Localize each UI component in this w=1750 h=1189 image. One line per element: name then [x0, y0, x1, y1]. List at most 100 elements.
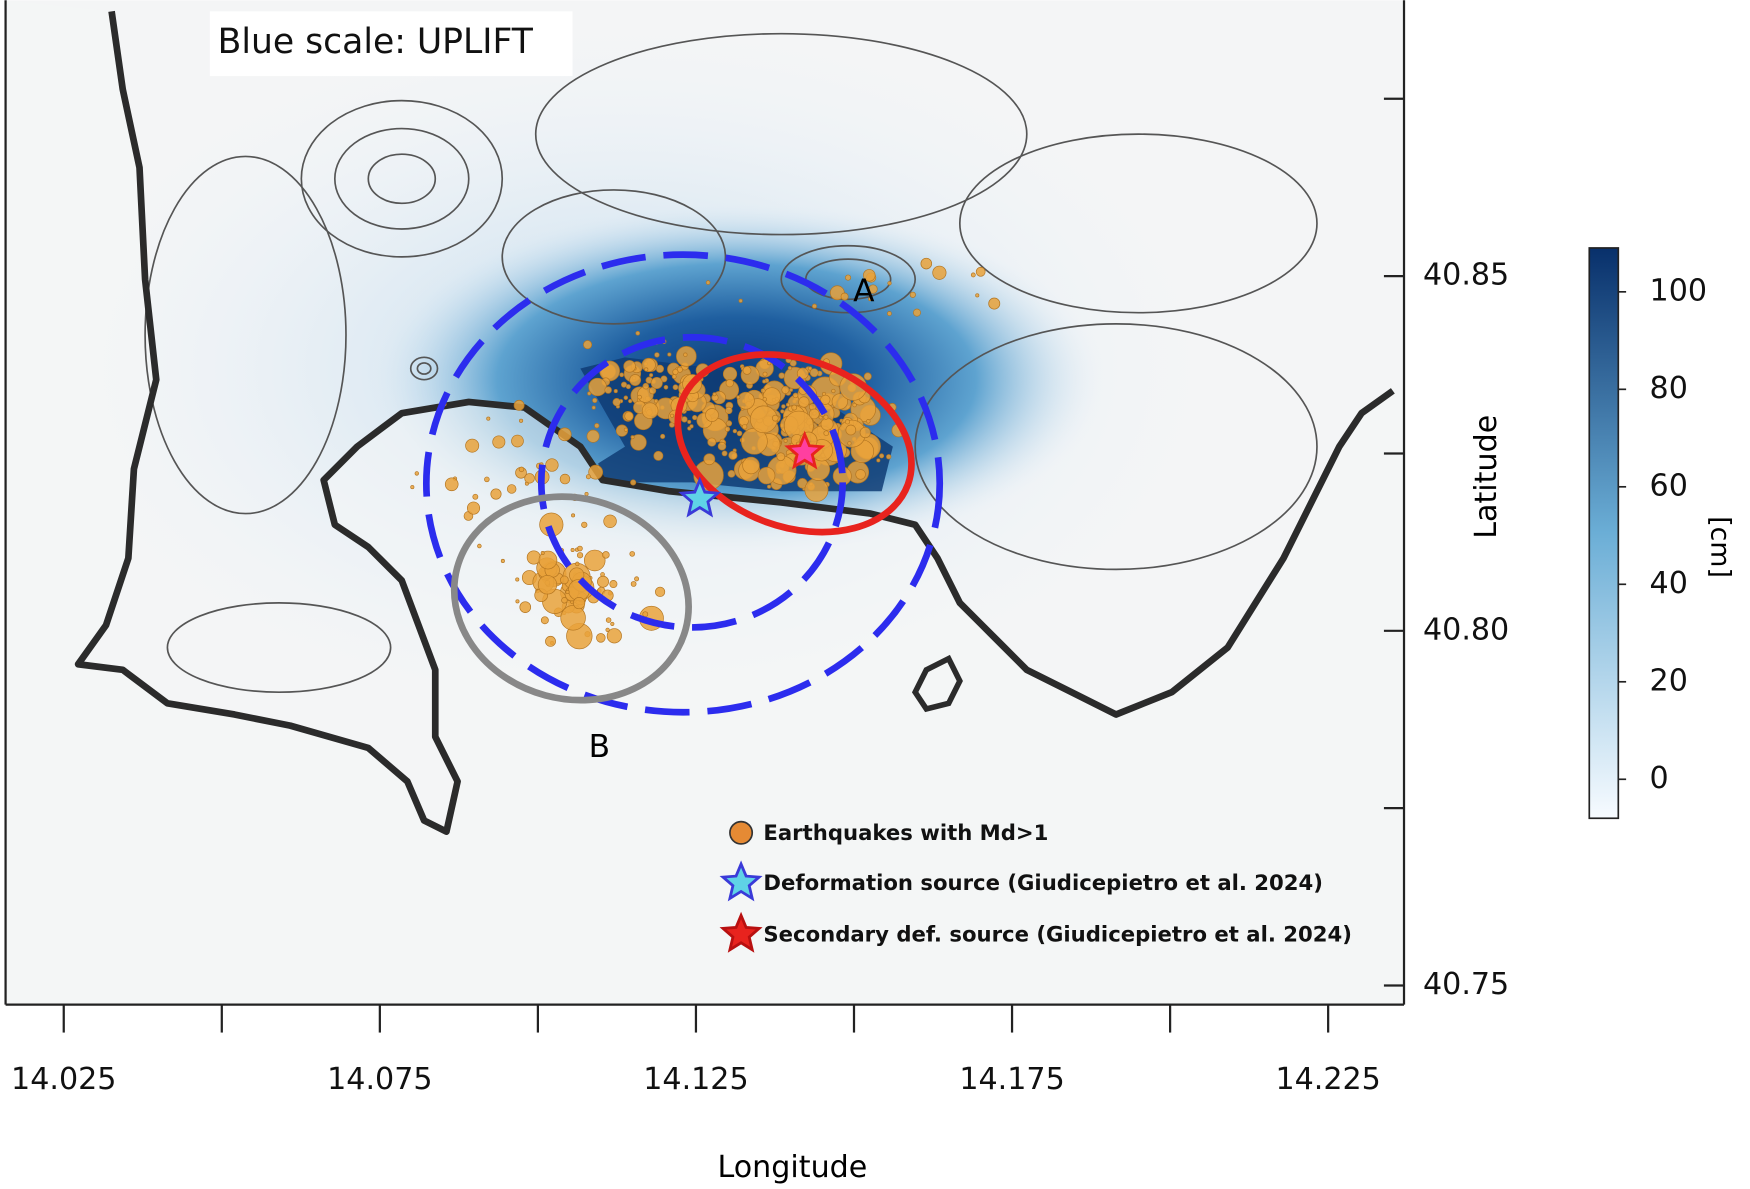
x-tick-label: 14.175	[959, 1062, 1064, 1097]
earthquake	[585, 474, 591, 480]
earthquake	[808, 366, 813, 371]
earthquake	[635, 330, 641, 336]
colorbar	[1588, 247, 1620, 820]
zone-a-ellipse	[674, 351, 915, 536]
earthquake	[519, 601, 532, 613]
deformation-source	[678, 476, 722, 518]
earthquake	[642, 382, 650, 390]
earthquake	[628, 399, 633, 404]
earthquake	[492, 435, 506, 449]
earthquake	[840, 292, 849, 301]
earthquake	[538, 550, 558, 570]
earthquake	[511, 434, 524, 448]
earthquake	[623, 395, 629, 400]
earthquake	[920, 257, 933, 270]
earthquake	[757, 466, 776, 485]
earthquake	[845, 424, 857, 436]
earthquake	[515, 577, 520, 582]
earthquake	[844, 419, 851, 425]
earthquake	[573, 597, 586, 610]
coastline	[74, 10, 1395, 836]
earthquake	[787, 366, 793, 371]
earthquake	[876, 458, 881, 463]
earthquake	[629, 551, 635, 557]
earthquake	[477, 543, 482, 549]
earthquake	[762, 371, 768, 377]
earthquake	[587, 391, 592, 396]
earthquake	[583, 340, 593, 350]
earthquake	[545, 635, 556, 647]
title: Blue scale: UPLIFT	[218, 22, 534, 62]
earthquake	[886, 311, 892, 316]
earthquake	[970, 272, 976, 278]
earthquake	[604, 386, 612, 394]
earthquake	[798, 396, 810, 408]
earthquake	[804, 478, 829, 502]
earthquake	[760, 388, 766, 394]
earthquake	[783, 438, 788, 443]
earthquake	[736, 430, 743, 437]
legend-marker	[719, 860, 763, 902]
earthquake	[575, 561, 580, 567]
x-tick-label: 14.025	[11, 1062, 116, 1097]
earthquake	[490, 488, 502, 500]
earthquake	[847, 441, 852, 446]
earthquake	[721, 450, 728, 457]
earthquake	[727, 469, 736, 478]
colorbar-tick-label: 40	[1650, 566, 1688, 601]
earthquake	[683, 352, 688, 357]
earthquake	[623, 360, 636, 373]
legend-label: Earthquakes with Md>1	[763, 820, 1048, 845]
map-area	[5, 0, 1405, 1005]
earthquake	[725, 379, 734, 388]
earthquake	[831, 388, 836, 394]
earthquake	[540, 616, 549, 625]
earthquake	[641, 357, 656, 373]
colorbar-tick-label: 100	[1650, 273, 1708, 308]
y-tick-label: 40.85	[1423, 258, 1509, 293]
earthquake	[703, 453, 716, 466]
earthquake	[660, 433, 666, 439]
earthquake	[705, 408, 719, 422]
earthquake	[519, 418, 524, 423]
earthquake	[732, 428, 738, 434]
secondary-source	[784, 430, 826, 470]
earthquake	[594, 423, 600, 429]
earthquake	[486, 416, 491, 421]
earthquake	[975, 266, 986, 277]
earthquake	[725, 420, 733, 427]
earthquake	[414, 471, 419, 476]
earthquake	[557, 427, 572, 442]
earthquake	[545, 458, 559, 472]
earthquake	[609, 580, 618, 589]
colorbar-label: [cm]	[1704, 516, 1735, 578]
earthquake	[663, 385, 669, 390]
earthquake	[776, 452, 786, 461]
legend-label: Deformation source (Giudicepietro et al.…	[763, 870, 1323, 895]
earthquake	[796, 367, 809, 380]
earthquake	[561, 597, 568, 604]
x-tick-label: 14.225	[1275, 1062, 1380, 1097]
earthquake	[576, 552, 584, 559]
earthquake	[863, 372, 872, 381]
colorbar-tick-label: 20	[1650, 663, 1688, 698]
earthquake	[560, 575, 569, 585]
earthquake	[975, 293, 980, 298]
earthquake	[823, 430, 829, 436]
earthquake	[780, 409, 785, 414]
earthquake	[410, 485, 415, 490]
earthquake	[667, 352, 672, 357]
earthquake	[630, 434, 647, 451]
earthquake	[629, 374, 642, 386]
earthquake	[641, 402, 659, 419]
earthquake	[648, 386, 657, 395]
earthquake	[540, 551, 545, 556]
earthquake	[513, 399, 525, 411]
earthquake	[630, 581, 637, 587]
earthquake	[625, 384, 631, 390]
earthquake	[811, 303, 818, 309]
earthquake	[484, 476, 490, 483]
earthquake	[623, 427, 629, 432]
earthquake	[506, 484, 517, 494]
